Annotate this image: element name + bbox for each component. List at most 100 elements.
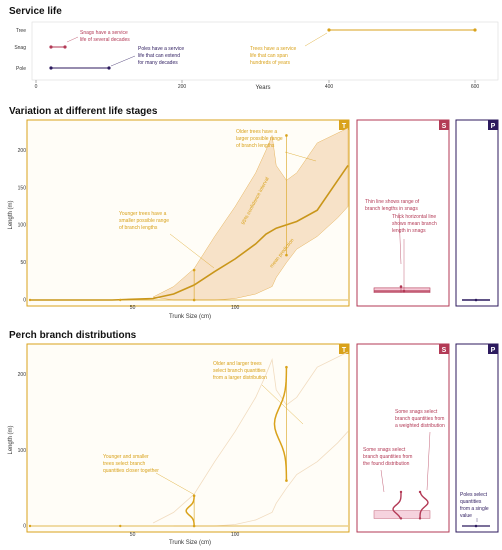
range-min-point xyxy=(285,253,288,257)
x-tick-label: 50 xyxy=(130,532,136,538)
snag-weighted-distribution xyxy=(419,491,429,519)
y-tick-label: 100 xyxy=(18,448,27,454)
snag-weighted-distribution-max-point xyxy=(418,490,422,494)
snag-weighted-distribution-min-point xyxy=(418,517,422,520)
variation-pole-badge xyxy=(488,120,498,130)
range-min-point xyxy=(192,298,196,302)
snag-life-end-point xyxy=(63,45,67,49)
tree-distributions xyxy=(28,365,288,528)
pole-service-annotation: Poles have a service life that can extend… xyxy=(110,46,184,67)
perch-tree-frame xyxy=(26,343,350,533)
x-tick-label: 600 xyxy=(471,84,480,90)
mean-prediction-line xyxy=(30,164,349,301)
snag-range-plot xyxy=(373,285,431,293)
variation-snag-frame xyxy=(356,119,450,307)
young-distribution-curve xyxy=(185,495,195,527)
older-trees-perch-annotation: Older and larger trees select branch quan… xyxy=(213,361,304,425)
tree-life-start-point xyxy=(327,28,331,32)
variation-title: Variation at different life stages xyxy=(9,106,158,117)
perch-pole-panel: P Poles select quantities from a single val… xyxy=(455,343,499,533)
y-tick-label: 0 xyxy=(23,524,26,530)
x-tick-label: 100 xyxy=(231,305,240,311)
range-max-point xyxy=(192,268,196,272)
pole-value-plot xyxy=(462,298,490,302)
x-tick-label: 100 xyxy=(231,532,240,538)
snag-range-box xyxy=(373,287,431,293)
faint-reference-band xyxy=(152,351,349,527)
perch-y-axis-label: Length (m) xyxy=(8,425,14,454)
snag-found-annotation: Some snags select branch quantities from t… xyxy=(363,447,412,493)
snag-distributions xyxy=(373,490,431,520)
older-trees-annotation: Older trees have a larger possible range o… xyxy=(236,129,317,162)
younger-trees-annotation: Younger trees have a smaller possible ran… xyxy=(119,211,215,269)
y-tick-label: 0 xyxy=(23,298,26,304)
snag-found-distribution xyxy=(392,491,402,519)
snag-range-max-point xyxy=(399,285,403,288)
snag-found-distribution-min-point xyxy=(399,517,403,520)
pole-life-start-point xyxy=(49,66,53,70)
baseline-point xyxy=(28,298,32,302)
y-tick-label: 100 xyxy=(18,223,27,229)
variation-x-axis-label: Trunk Size (cm) xyxy=(169,314,211,320)
perch-tree-badge xyxy=(339,344,349,354)
variation-y-axis-label: Length (m) xyxy=(8,200,14,229)
y-tick-label: 150 xyxy=(18,185,27,191)
snag-thick-annotation: Thick horizontal line shows mean branch le… xyxy=(392,214,437,291)
service-life-frame xyxy=(31,21,499,81)
variation-x-ticks: 50 100 xyxy=(130,305,240,311)
baseline-point xyxy=(28,524,32,528)
range-max-point xyxy=(285,134,288,137)
snag-range-box xyxy=(373,510,431,519)
perch-snag-panel: S Some snags select branch quantities fro… xyxy=(356,343,450,533)
perch-tree-panel: T 0 100 200 50 100 Older and larger trees se… xyxy=(18,343,350,538)
perch-y-ticks: 0 100 200 xyxy=(18,372,27,529)
baseline-point xyxy=(119,298,122,302)
variation-pole-frame xyxy=(455,119,499,307)
pole-value-point xyxy=(474,524,478,528)
x-axis-label: Years xyxy=(255,85,270,91)
snag-weighted-annotation: Some snags select branch quantities from a… xyxy=(395,409,445,491)
pole-value-point xyxy=(474,298,478,302)
row-label-tree: Tree xyxy=(16,28,26,34)
old-distribution-curve xyxy=(273,367,288,481)
perch-x-ticks: 50 100 xyxy=(130,532,240,538)
pole-life-end-point xyxy=(107,66,111,70)
pole-single-value xyxy=(462,524,490,528)
perch-title: Perch branch distributions xyxy=(9,330,137,341)
variation-pole-panel: P xyxy=(455,119,499,307)
perch-snag-badge xyxy=(439,344,449,354)
range-markers xyxy=(28,134,288,302)
service-life-chart: Tree Snag Pole 0 200 400 600 Years Snags… xyxy=(14,21,499,91)
tree-life-end-point xyxy=(473,28,477,32)
perch-snag-badge-label: S xyxy=(442,347,447,354)
y-tick-label: 50 xyxy=(20,260,26,266)
x-tick-label: 50 xyxy=(130,305,136,311)
variation-pole-badge-label: P xyxy=(491,123,496,130)
x-tick-label: 400 xyxy=(325,84,334,90)
row-label-pole: Pole xyxy=(16,66,26,72)
variation-snag-panel: S Thin line shows range of branch lengths… xyxy=(356,119,450,307)
perch-pole-badge-label: P xyxy=(491,347,496,354)
service-life-title: Service life xyxy=(9,6,62,17)
perch-snag-frame xyxy=(356,343,450,533)
tree-service-annotation: Trees have a service life that can span hu… xyxy=(250,32,328,66)
snag-thin-annotation: Thin line shows range of branch lengths i… xyxy=(365,199,420,265)
perch-x-axis-label: Trunk Size (cm) xyxy=(169,540,211,546)
variation-snag-badge xyxy=(439,120,449,130)
snag-life-start-point xyxy=(49,45,53,49)
perch-tree-badge-label: T xyxy=(342,347,347,354)
variation-snag-badge-label: S xyxy=(442,123,447,130)
x-tick-label: 0 xyxy=(35,84,38,90)
snag-service-annotation: Snags have a service life of several deca… xyxy=(66,30,130,43)
variation-y-ticks: 0 50 100 150 200 xyxy=(18,148,27,304)
